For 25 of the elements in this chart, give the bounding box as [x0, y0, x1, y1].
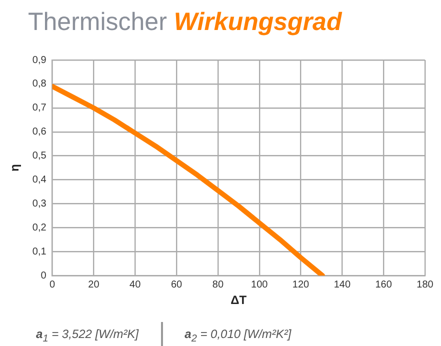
x-tick-label: 180: [416, 279, 434, 290]
y-tick-label: 0,1: [32, 246, 47, 258]
y-tick-label: 0,4: [32, 174, 47, 186]
y-tick-label: 0,3: [32, 198, 47, 210]
x-tick-label: 80: [212, 279, 224, 290]
y-tick-label: 0,2: [32, 222, 47, 234]
x-tick-label: 20: [88, 279, 100, 290]
text: a$_{1}$ = 3,522 [W/m²K]: [36, 327, 139, 345]
x-axis-title: ΔT: [230, 293, 248, 308]
chart-title: Thermischer Wirkungsgrad: [28, 8, 342, 36]
x-tick-label: 40: [130, 279, 142, 290]
y-tick-label: 0,6: [32, 126, 47, 138]
y-tick-label: 0: [40, 270, 47, 282]
x-tick-label: 140: [334, 279, 351, 290]
text: a$_{2}$ = 0,010 [W/m²K²]: [184, 327, 292, 345]
x-tick-label: 100: [251, 279, 268, 290]
x-tick-label: 0: [50, 279, 56, 290]
x-tick-label: 160: [375, 279, 392, 290]
y-axis-title: η: [8, 164, 22, 172]
x-tick-label: 120: [292, 279, 310, 290]
y-tick-label: 0,8: [32, 78, 47, 90]
y-tick-label: 0,7: [32, 102, 47, 114]
x-tick-label: 60: [170, 279, 183, 290]
y-tick-label: 0,5: [32, 150, 47, 162]
y-tick-label: 0,9: [32, 54, 47, 66]
